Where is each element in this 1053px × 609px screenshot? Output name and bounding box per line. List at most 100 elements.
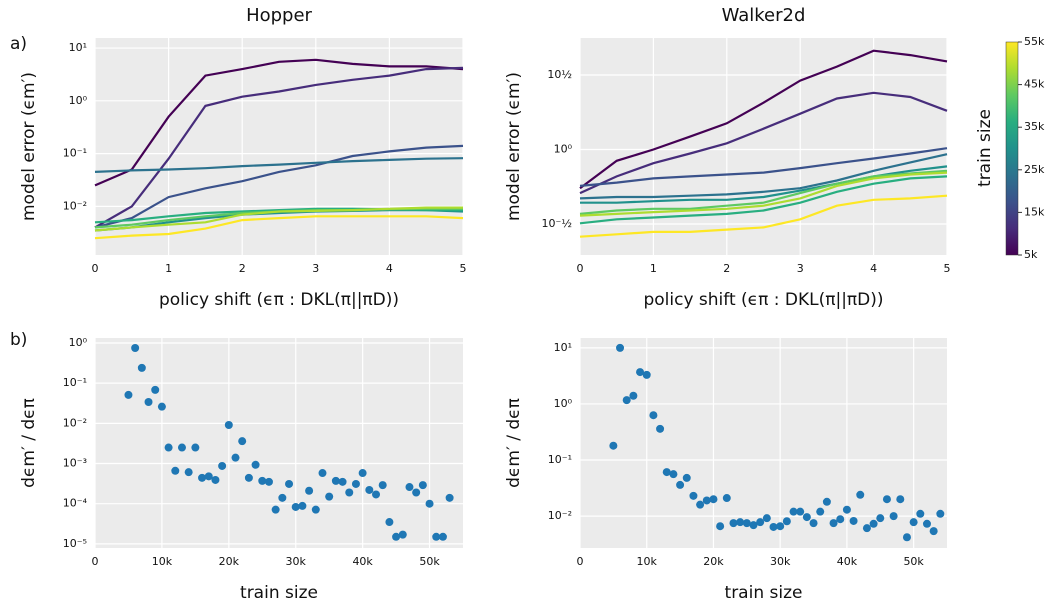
series-line: [94, 58, 464, 187]
point: [358, 469, 367, 478]
x-tick-label: 0: [92, 262, 99, 275]
point: [204, 472, 213, 481]
point: [231, 453, 240, 462]
point: [291, 502, 300, 511]
point: [171, 466, 180, 475]
point: [929, 527, 938, 536]
y-tick-label: 10⁻⁵: [63, 537, 87, 550]
series-line: [94, 157, 464, 173]
x-tick-label: 20k: [703, 555, 724, 568]
point: [264, 477, 273, 486]
point: [198, 473, 207, 482]
point: [305, 486, 314, 495]
x-axis-label: train size: [725, 583, 803, 603]
point: [749, 521, 758, 530]
point: [318, 469, 327, 478]
x-axis-label: train size: [240, 583, 318, 603]
point: [709, 495, 718, 504]
point: [716, 522, 725, 531]
point: [124, 390, 133, 399]
point: [325, 492, 334, 501]
point: [656, 424, 665, 433]
point: [649, 411, 658, 420]
point: [438, 532, 447, 541]
colorbar-tick-label: 5k: [1024, 248, 1038, 261]
plot-area: [580, 38, 947, 255]
point: [936, 509, 945, 518]
series-line: [579, 194, 948, 238]
x-tick-label: 5: [944, 262, 951, 275]
point: [842, 505, 851, 514]
point: [218, 461, 227, 470]
point: [609, 441, 618, 450]
y-tick-label: 10¹: [554, 341, 572, 354]
point: [869, 519, 878, 528]
point: [816, 507, 825, 516]
point: [896, 495, 905, 504]
point: [351, 479, 360, 488]
point: [849, 516, 858, 525]
point: [616, 343, 625, 352]
point: [736, 518, 745, 527]
point: [278, 493, 287, 502]
x-tick-label: 1: [650, 262, 657, 275]
y-tick-label: 10⁻⁴: [63, 497, 88, 510]
colorbar-tick-label: 25k: [1024, 163, 1045, 176]
point: [729, 519, 738, 528]
series-line: [579, 49, 948, 190]
point: [856, 490, 865, 499]
point: [425, 499, 434, 508]
point: [822, 497, 831, 506]
y-tick-label: 10⁻¹: [63, 147, 87, 160]
point: [829, 519, 838, 528]
point: [392, 532, 401, 541]
point: [769, 522, 778, 531]
point: [271, 505, 280, 514]
point: [836, 515, 845, 524]
panel-label: a): [10, 34, 27, 54]
point: [789, 507, 798, 516]
x-axis-label: policy shift (ϵπ : DKL(π||πD)): [643, 290, 883, 310]
point: [889, 512, 898, 521]
point: [756, 518, 765, 527]
point: [412, 488, 421, 497]
point: [722, 494, 731, 503]
point: [177, 443, 186, 452]
point: [702, 496, 711, 505]
point: [157, 402, 166, 411]
point: [776, 522, 785, 531]
y-axis-label: model error (ϵm′): [504, 72, 524, 221]
point: [191, 443, 200, 452]
point: [696, 500, 705, 509]
x-tick-label: 30k: [770, 555, 791, 568]
point: [164, 443, 173, 452]
point: [662, 468, 671, 477]
series-line: [579, 171, 948, 217]
x-tick-label: 3: [797, 262, 804, 275]
point: [311, 505, 320, 514]
colorbar-tick-label: 55k: [1024, 35, 1045, 48]
colorbar: [1005, 41, 1019, 256]
x-tick-label: 20k: [219, 555, 240, 568]
y-tick-label: 10¹: [69, 41, 87, 54]
x-tick-label: 3: [312, 262, 319, 275]
x-tick-label: 10k: [152, 555, 173, 568]
point: [372, 490, 381, 499]
point: [258, 476, 267, 485]
series-line: [94, 215, 464, 240]
point: [331, 476, 340, 485]
point: [629, 391, 638, 400]
series-line: [94, 206, 463, 232]
x-tick-label: 50k: [419, 555, 440, 568]
x-tick-label: 0: [92, 555, 99, 568]
series-line: [94, 66, 464, 229]
point: [876, 514, 885, 523]
point: [802, 513, 811, 522]
x-tick-label: 0: [577, 555, 584, 568]
point: [882, 495, 891, 504]
point: [378, 481, 387, 490]
y-tick-label: 10½: [547, 68, 572, 81]
x-tick-label: 40k: [352, 555, 373, 568]
series-line: [579, 153, 948, 200]
x-tick-label: 10k: [637, 555, 658, 568]
